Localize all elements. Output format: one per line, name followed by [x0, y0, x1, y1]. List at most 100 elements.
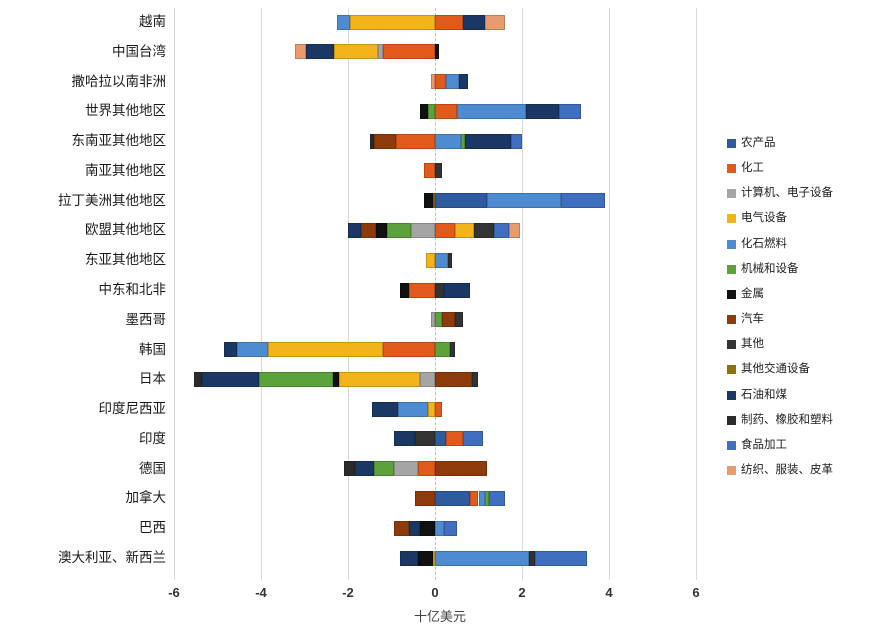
bar-segment: [485, 490, 490, 506]
bar-segment: [454, 222, 475, 238]
legend-color-swatch: [727, 340, 736, 350]
bar-segment: [428, 401, 435, 417]
bar-row: [0, 461, 877, 477]
legend-color-swatch: [727, 239, 736, 249]
gridline: [696, 8, 697, 580]
bar-segment: [374, 133, 396, 149]
bar-row: [0, 550, 877, 566]
bar-segment: [428, 103, 435, 119]
bar-row: [0, 371, 877, 387]
legend-color-swatch: [727, 214, 736, 224]
bar-segment: [435, 44, 440, 60]
bar-segment: [435, 282, 444, 298]
bar-segment: [393, 431, 416, 447]
bar-row: [0, 490, 877, 506]
legend-label: 电气设备: [741, 212, 787, 225]
bar-segment: [456, 103, 527, 119]
bar-segment: [478, 490, 486, 506]
bar-segment: [417, 461, 435, 477]
bar-segment: [369, 133, 375, 149]
bar-segment: [465, 133, 512, 149]
x-tick-label: -6: [168, 585, 180, 600]
legend-color-swatch: [727, 189, 736, 199]
category-label: 东亚其他地区: [85, 252, 166, 268]
bar-segment: [448, 252, 453, 268]
category-label: 印度: [139, 430, 166, 446]
bar-segment: [435, 342, 451, 358]
gridline: [174, 8, 175, 580]
bar-row: [0, 103, 877, 119]
x-axis-title: 十亿美元: [413, 609, 466, 624]
bar-row: [0, 401, 877, 417]
bar-segment: [339, 371, 420, 387]
bar-segment: [435, 193, 488, 209]
bar-segment: [424, 163, 435, 179]
legend-color-swatch: [727, 139, 736, 148]
bar-row: [0, 282, 877, 298]
legend-label: 制药、橡胶和塑料: [741, 413, 833, 426]
bar-segment: [415, 490, 435, 506]
bar-segment: [400, 282, 409, 298]
bar-segment: [435, 461, 488, 477]
legend-label: 化工: [741, 162, 764, 175]
bar-segment: [435, 74, 446, 90]
x-tick-label: 4: [605, 585, 613, 600]
bar-segment: [558, 103, 581, 119]
bar-segment: [493, 222, 509, 238]
bar-segment: [561, 193, 605, 209]
bar-segment: [435, 401, 442, 417]
bar-segment: [435, 14, 464, 30]
bar-segment: [469, 490, 479, 506]
bar-segment: [400, 550, 418, 566]
bar-segment: [435, 550, 529, 566]
category-label: 拉丁美洲其他地区: [58, 192, 166, 208]
bar-segment: [419, 520, 435, 536]
bar-segment: [435, 222, 455, 238]
bar-segment: [443, 520, 457, 536]
bar-segment: [432, 550, 435, 566]
legend-label: 其他: [741, 338, 764, 351]
bar-segment: [426, 252, 435, 268]
bar-row: [0, 74, 877, 90]
bar-segment: [435, 520, 444, 536]
bar-segment: [463, 14, 486, 30]
x-tick-label: 0: [431, 585, 439, 600]
bar-segment: [354, 461, 375, 477]
bar-segment: [450, 342, 455, 358]
bar-segment: [361, 222, 377, 238]
bar-row: [0, 14, 877, 30]
bar-segment: [435, 252, 449, 268]
bar-row: [0, 520, 877, 536]
bar-segment: [332, 371, 340, 387]
bar-segment: [258, 371, 333, 387]
legend-label: 汽车: [741, 313, 764, 326]
bar-segment: [267, 342, 383, 358]
bar-segment: [387, 222, 412, 238]
legend-color-swatch: [727, 465, 736, 475]
legend-color-swatch: [727, 365, 736, 375]
category-label: 日本: [139, 371, 166, 387]
bar-row: [0, 312, 877, 328]
legend-label: 机械和设备: [741, 262, 799, 275]
bar-segment: [202, 371, 259, 387]
bar-segment: [393, 520, 409, 536]
bar-segment: [487, 193, 562, 209]
bar-row: [0, 252, 877, 268]
bar-segment: [528, 550, 536, 566]
bar-segment: [445, 431, 464, 447]
category-label: 撒哈拉以南非洲: [71, 73, 167, 89]
bar-segment: [305, 44, 335, 60]
bar-segment: [382, 44, 435, 60]
gridline: [609, 8, 610, 580]
category-label: 南亚其他地区: [85, 162, 166, 178]
gridline: [522, 8, 523, 580]
bar-segment: [432, 193, 435, 209]
bar-segment: [343, 461, 355, 477]
bar-segment: [419, 371, 435, 387]
bar-segment: [411, 222, 435, 238]
legend-color-swatch: [727, 415, 736, 425]
legend-label: 石油和煤: [741, 388, 787, 401]
bar-segment: [526, 103, 559, 119]
bar-segment: [224, 342, 238, 358]
bar-segment: [408, 282, 435, 298]
